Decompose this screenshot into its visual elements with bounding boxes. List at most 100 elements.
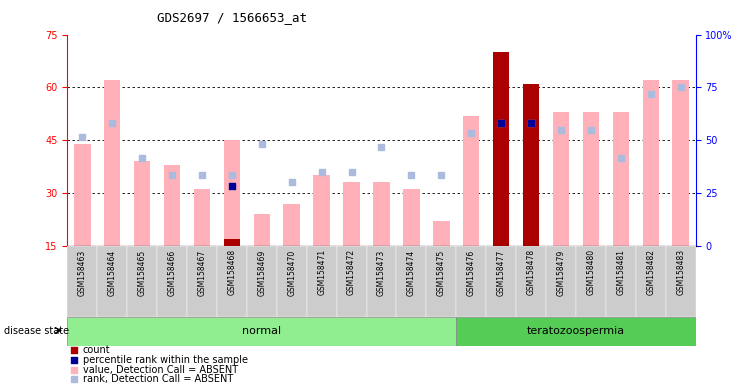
Bar — [194, 189, 210, 246]
Bar — [643, 80, 659, 246]
Point — [435, 172, 447, 179]
Point — [675, 84, 687, 91]
Point — [136, 155, 148, 161]
Text: GSM158468: GSM158468 — [227, 249, 236, 295]
Bar — [463, 116, 479, 246]
Text: GSM158477: GSM158477 — [497, 249, 506, 296]
Text: value, Detection Call = ABSENT: value, Detection Call = ABSENT — [83, 364, 238, 375]
Text: GSM158479: GSM158479 — [557, 249, 565, 296]
Point — [615, 155, 627, 161]
Bar — [307, 246, 337, 317]
Point — [405, 172, 417, 179]
Point — [495, 119, 507, 126]
Bar — [666, 246, 696, 317]
Text: percentile rank within the sample: percentile rank within the sample — [83, 355, 248, 365]
Bar — [277, 246, 307, 317]
Text: GSM158478: GSM158478 — [527, 249, 536, 295]
Point — [291, 231, 303, 237]
Bar — [164, 165, 180, 246]
Bar — [636, 246, 666, 317]
Bar — [456, 246, 486, 317]
Text: teratozoospermia: teratozoospermia — [527, 326, 625, 336]
Bar — [67, 246, 97, 317]
Point — [465, 130, 477, 136]
Bar — [224, 140, 240, 246]
Bar — [576, 246, 606, 317]
Bar — [493, 52, 509, 246]
Point — [256, 141, 268, 147]
Bar — [247, 246, 277, 317]
Bar — [396, 246, 426, 317]
Text: GSM158467: GSM158467 — [197, 249, 206, 296]
Point — [495, 119, 507, 126]
Bar — [523, 112, 539, 246]
Point — [196, 172, 208, 179]
Text: GSM158466: GSM158466 — [168, 249, 177, 296]
Bar — [283, 204, 300, 246]
Bar — [343, 182, 360, 246]
Bar — [74, 144, 91, 246]
Bar — [187, 246, 217, 317]
Bar — [583, 112, 599, 246]
Bar — [337, 246, 367, 317]
Point — [346, 169, 358, 175]
Text: GSM158483: GSM158483 — [676, 249, 685, 295]
Bar — [313, 175, 330, 246]
Bar — [456, 317, 696, 346]
Bar — [553, 112, 569, 246]
Bar — [486, 246, 516, 317]
Text: GSM158476: GSM158476 — [467, 249, 476, 296]
Text: GSM158474: GSM158474 — [407, 249, 416, 296]
Bar — [217, 246, 247, 317]
Bar — [606, 246, 636, 317]
Text: GSM158482: GSM158482 — [646, 249, 655, 295]
Text: GSM158470: GSM158470 — [287, 249, 296, 296]
Bar — [493, 112, 509, 246]
Point — [645, 91, 657, 98]
Text: GSM158472: GSM158472 — [347, 249, 356, 295]
Bar — [523, 84, 539, 246]
Text: disease state: disease state — [4, 326, 69, 336]
Bar — [157, 246, 187, 317]
Point — [375, 144, 387, 150]
Text: GSM158475: GSM158475 — [437, 249, 446, 296]
Text: normal: normal — [242, 326, 281, 336]
Point — [291, 56, 303, 63]
Bar — [127, 246, 157, 317]
Point — [585, 127, 597, 133]
Text: GDS2697 / 1566653_at: GDS2697 / 1566653_at — [157, 12, 307, 25]
Point — [166, 172, 178, 179]
Bar — [254, 214, 270, 246]
Point — [316, 169, 328, 175]
Text: GSM158464: GSM158464 — [108, 249, 117, 296]
Bar — [373, 182, 390, 246]
Bar — [546, 246, 576, 317]
Bar — [224, 239, 240, 246]
Bar — [672, 80, 689, 246]
Bar — [134, 161, 150, 246]
Bar — [613, 112, 629, 246]
Point — [226, 172, 238, 179]
Text: GSM158469: GSM158469 — [257, 249, 266, 296]
Text: GSM158465: GSM158465 — [138, 249, 147, 296]
Text: GSM158480: GSM158480 — [586, 249, 595, 295]
Point — [291, 318, 303, 324]
Bar — [367, 246, 396, 317]
Point — [76, 134, 88, 140]
Text: GSM158481: GSM158481 — [616, 249, 625, 295]
Bar — [97, 246, 127, 317]
Bar — [403, 189, 420, 246]
Text: GSM158471: GSM158471 — [317, 249, 326, 295]
Point — [555, 127, 567, 133]
Bar — [516, 246, 546, 317]
Text: count: count — [83, 345, 111, 356]
Bar — [67, 317, 456, 346]
Bar — [104, 80, 120, 246]
Point — [525, 119, 537, 126]
Bar — [426, 246, 456, 317]
Point — [226, 183, 238, 189]
Bar — [433, 221, 450, 246]
Text: GSM158473: GSM158473 — [377, 249, 386, 296]
Text: GSM158463: GSM158463 — [78, 249, 87, 296]
Point — [286, 179, 298, 185]
